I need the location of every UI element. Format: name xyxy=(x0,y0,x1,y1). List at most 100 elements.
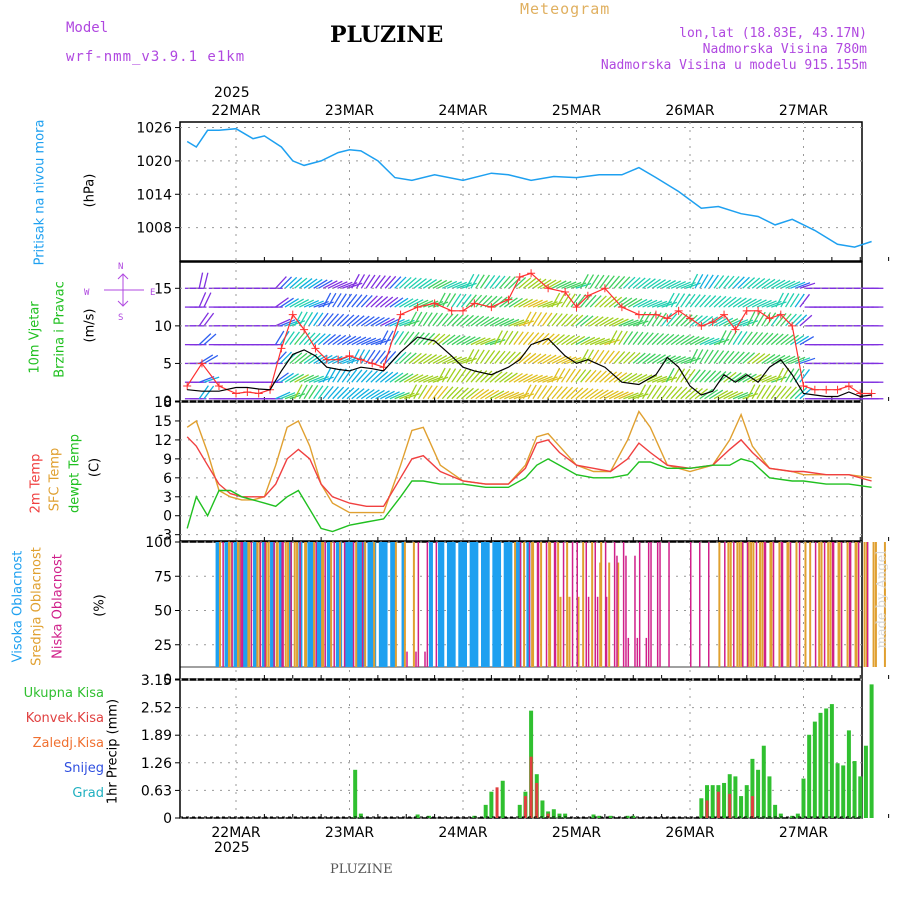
wind-arrow xyxy=(360,274,371,289)
wind-arrow xyxy=(408,277,422,289)
wind-arrow xyxy=(503,372,518,383)
wind-arrow xyxy=(298,332,311,346)
wind-arrow xyxy=(399,373,414,383)
wind-arrow xyxy=(489,296,503,308)
wind-arrow xyxy=(337,281,353,289)
high-cloud-bar xyxy=(401,542,406,667)
mid-cloud-bar xyxy=(795,542,798,667)
wind-arrow xyxy=(699,388,714,400)
wind-arrow xyxy=(580,369,592,383)
wind-arrow xyxy=(494,390,510,400)
value-tick-label: 15 xyxy=(154,414,172,430)
wind-arrow xyxy=(537,300,553,308)
wind-arrow xyxy=(384,318,400,327)
low-cloud-bar xyxy=(724,542,726,667)
wind-arrow xyxy=(446,386,459,400)
wind-arrow xyxy=(394,351,407,364)
wind-arrow xyxy=(327,367,337,383)
wind-arrow xyxy=(742,373,757,383)
precip-total-bar xyxy=(795,813,800,818)
wind-arrow xyxy=(423,375,439,383)
low-cloud-bar xyxy=(231,542,233,667)
value-tick-label: 1014 xyxy=(136,187,172,203)
wind-arrow xyxy=(313,279,328,289)
wind-arrow xyxy=(761,384,771,400)
wind-arrow xyxy=(756,299,772,308)
wind-arrow xyxy=(299,374,314,383)
wind-arrow xyxy=(613,318,629,327)
wind-arrow xyxy=(632,298,648,308)
wind-arrow xyxy=(327,334,342,346)
mid-cloud-bar xyxy=(403,542,406,667)
wind-arrow xyxy=(279,276,293,289)
wind-arrow xyxy=(594,349,605,364)
wind-arrow xyxy=(360,388,375,400)
wind-arrow xyxy=(627,373,643,383)
gust-marker xyxy=(708,318,717,327)
wind-arrow xyxy=(389,318,405,327)
wind-arrow xyxy=(651,385,662,400)
wind-arrow xyxy=(384,296,399,308)
mid-cloud-bar xyxy=(750,542,753,667)
wind-arrow xyxy=(408,352,422,364)
wind-arrow xyxy=(465,369,477,383)
low-cloud-bar xyxy=(616,555,618,667)
low-cloud-bar xyxy=(690,542,692,667)
wind-arrow xyxy=(604,317,619,327)
wind-arrow xyxy=(556,292,566,308)
wind-arrow xyxy=(504,391,520,400)
wind-arrow xyxy=(594,389,609,400)
precip-total-bar xyxy=(415,814,420,818)
wind-arrow xyxy=(723,296,737,308)
wind-arrow xyxy=(665,334,680,346)
low-cloud-bar xyxy=(576,542,578,667)
mid-cloud-bar xyxy=(247,542,250,667)
wind-arrow xyxy=(351,388,365,400)
wind-arrow xyxy=(747,352,761,364)
wind-arrow xyxy=(751,299,767,308)
gust-marker xyxy=(413,303,422,312)
wind-arrow xyxy=(404,393,420,400)
wind-arrow xyxy=(651,354,666,364)
low-cloud-bar xyxy=(545,542,548,667)
wind-arrow xyxy=(327,313,339,327)
wind-arrow xyxy=(470,315,485,327)
precip-conv-bar xyxy=(523,796,527,818)
mid-cloud-bar xyxy=(786,542,789,667)
precip-total-bar xyxy=(710,785,715,818)
wind-arrow xyxy=(332,386,345,400)
wind-arrow xyxy=(422,354,438,364)
mid-cloud-bar xyxy=(267,542,270,667)
wind-arrow xyxy=(566,357,582,365)
wind-arrow xyxy=(642,353,656,364)
low-cloud-bar xyxy=(789,542,792,667)
precip-conv-bar xyxy=(728,793,732,818)
wind-arrow xyxy=(546,355,562,365)
low-cloud-bar xyxy=(604,542,607,667)
wind-arrow xyxy=(632,320,649,327)
low-cloud-bar xyxy=(290,542,292,667)
wind-arrow xyxy=(427,385,438,400)
gust-marker xyxy=(583,291,592,300)
wind-arrow xyxy=(627,277,641,289)
wind-arrow xyxy=(727,351,740,364)
wind-arrow xyxy=(413,278,427,289)
wind-arrow xyxy=(460,294,472,308)
value-tick-label: 6 xyxy=(163,471,172,487)
mid-cloud-bar xyxy=(846,542,849,667)
wind-arrow xyxy=(551,280,567,289)
precip-legend-snow: Snijeg xyxy=(64,761,104,776)
precip-total-bar xyxy=(869,684,874,818)
wind-arrow xyxy=(375,371,389,383)
low-cloud-bar xyxy=(866,542,869,667)
wind-arrow xyxy=(794,368,805,383)
mid-cloud-bar xyxy=(227,542,230,667)
wind-arrow xyxy=(413,374,429,383)
high-cloud-bar xyxy=(472,542,476,667)
precip-total-bar xyxy=(812,721,817,818)
wind-arrow xyxy=(346,314,360,327)
wind-arrow xyxy=(713,390,729,400)
mid-cloud-bar xyxy=(364,542,367,667)
wind-arrow xyxy=(608,330,618,345)
low-cloud-bar xyxy=(823,542,826,667)
